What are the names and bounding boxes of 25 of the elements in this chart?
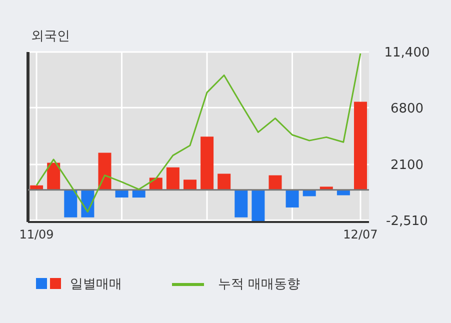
bar [183,180,196,190]
bar [64,190,78,218]
bar [218,174,231,190]
bar [268,175,282,190]
bar [354,102,367,190]
bar [252,190,265,222]
bar [286,190,299,208]
bar [200,136,214,190]
bar [166,167,180,190]
bar [47,162,60,190]
x-tick-label: 11/09 [19,228,54,242]
bar [234,190,248,218]
bar [98,152,112,190]
chart-title: 외국인 [31,28,70,45]
x-tick-label: 12/07 [343,228,378,242]
bar [132,190,146,198]
y-tick-label: 11,400 [384,46,430,61]
y-tick-label: 6800 [390,101,424,116]
legend-label: 누적 매매동향 [218,276,300,293]
bar [115,190,128,198]
line-series [36,52,362,213]
bar [336,190,350,196]
y-tick-label: -2,510 [386,214,428,229]
legend-label: 일별매매 [70,276,122,293]
y-tick-label: 2100 [390,158,424,174]
